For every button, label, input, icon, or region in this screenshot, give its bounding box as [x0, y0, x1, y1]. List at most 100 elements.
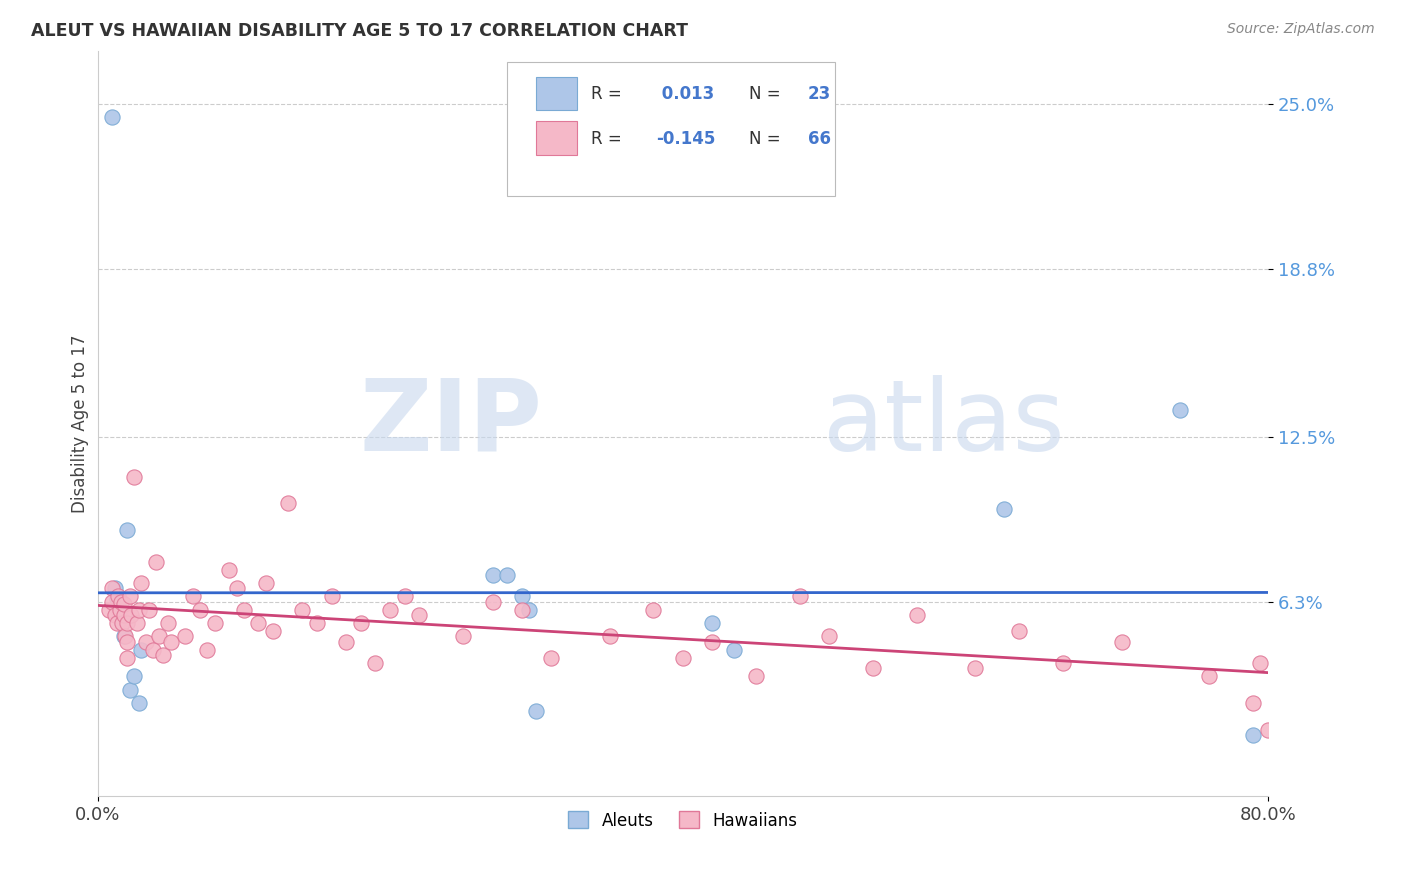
Point [118, 682, 141, 697]
Point [122, 669, 145, 683]
Point [1168, 403, 1191, 417]
Text: 66: 66 [808, 129, 831, 148]
Point [540, 650, 562, 665]
Point [148, 629, 170, 643]
Point [1198, 669, 1220, 683]
Point [291, 603, 314, 617]
Point [152, 648, 174, 662]
Point [262, 624, 284, 638]
Point [107, 603, 129, 617]
FancyBboxPatch shape [537, 121, 578, 155]
Point [247, 615, 270, 630]
Point [145, 555, 167, 569]
Point [517, 603, 540, 617]
Point [115, 634, 138, 648]
Point [700, 615, 723, 630]
Text: ALEUT VS HAWAIIAN DISABILITY AGE 5 TO 17 CORRELATION CHART: ALEUT VS HAWAIIAN DISABILITY AGE 5 TO 17… [31, 22, 688, 40]
Point [1241, 696, 1264, 710]
Point [1111, 634, 1133, 648]
Point [672, 650, 695, 665]
Point [101, 582, 124, 596]
Point [277, 496, 299, 510]
Point [789, 590, 811, 604]
Point [254, 576, 277, 591]
Point [993, 501, 1015, 516]
Point [115, 523, 138, 537]
Point [125, 615, 148, 630]
Text: N =: N = [749, 129, 786, 148]
Point [335, 634, 357, 648]
Point [451, 629, 474, 643]
Point [510, 590, 533, 604]
Text: Source: ZipAtlas.com: Source: ZipAtlas.com [1227, 22, 1375, 37]
Point [526, 704, 548, 718]
Point [1008, 624, 1031, 638]
Point [225, 582, 247, 596]
Y-axis label: Disability Age 5 to 17: Disability Age 5 to 17 [72, 334, 89, 513]
Point [111, 615, 134, 630]
Text: R =: R = [592, 85, 627, 103]
Point [128, 696, 150, 710]
Text: N =: N = [749, 85, 786, 103]
Point [350, 615, 373, 630]
Point [481, 595, 503, 609]
Point [112, 629, 135, 643]
Point [115, 615, 138, 630]
Point [118, 590, 141, 604]
Point [108, 603, 131, 617]
Point [599, 629, 621, 643]
Point [218, 563, 240, 577]
Point [1241, 728, 1264, 742]
FancyBboxPatch shape [537, 77, 578, 111]
Point [131, 576, 153, 591]
Point [112, 598, 135, 612]
Point [510, 603, 533, 617]
Point [98, 603, 121, 617]
Point [111, 615, 134, 630]
Point [120, 608, 142, 623]
Text: -0.145: -0.145 [655, 129, 716, 148]
Text: ZIP: ZIP [360, 375, 543, 472]
Point [700, 634, 723, 648]
Point [135, 634, 157, 648]
Text: 0.013: 0.013 [655, 85, 714, 103]
Point [112, 608, 135, 623]
Point [195, 642, 218, 657]
Point [156, 615, 179, 630]
Point [965, 661, 987, 675]
Point [408, 608, 430, 623]
Point [1249, 656, 1271, 670]
Point [321, 590, 343, 604]
Point [188, 603, 211, 617]
Text: R =: R = [592, 129, 627, 148]
Point [394, 590, 416, 604]
Point [378, 603, 401, 617]
Point [108, 608, 131, 623]
Point [496, 568, 519, 582]
Point [142, 642, 165, 657]
Point [174, 629, 197, 643]
Point [1052, 656, 1074, 670]
Point [104, 608, 127, 623]
Point [138, 603, 160, 617]
Legend: Aleuts, Hawaiians: Aleuts, Hawaiians [561, 805, 804, 836]
Text: atlas: atlas [823, 375, 1064, 472]
Point [105, 592, 128, 607]
Point [101, 110, 124, 124]
Point [159, 634, 181, 648]
Point [745, 669, 768, 683]
Point [643, 603, 665, 617]
Point [105, 615, 128, 630]
Point [104, 582, 127, 596]
Point [101, 595, 124, 609]
Point [862, 661, 884, 675]
Point [905, 608, 928, 623]
Point [723, 642, 745, 657]
Point [128, 603, 150, 617]
FancyBboxPatch shape [508, 62, 835, 196]
Point [181, 590, 204, 604]
Point [1257, 723, 1279, 737]
Point [818, 629, 841, 643]
Point [114, 629, 136, 643]
Point [131, 642, 153, 657]
